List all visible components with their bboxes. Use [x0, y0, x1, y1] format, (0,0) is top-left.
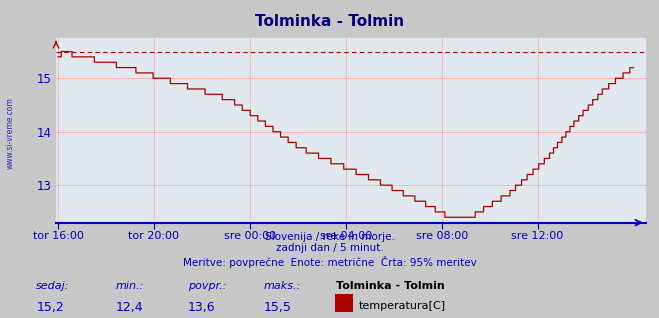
Text: 12,4: 12,4: [115, 301, 143, 314]
Text: maks.:: maks.:: [264, 281, 301, 291]
Text: zadnji dan / 5 minut.: zadnji dan / 5 minut.: [275, 243, 384, 253]
Text: 15,2: 15,2: [36, 301, 64, 314]
Text: Meritve: povprečne  Enote: metrične  Črta: 95% meritev: Meritve: povprečne Enote: metrične Črta:…: [183, 256, 476, 268]
Text: Tolminka - Tolmin: Tolminka - Tolmin: [336, 281, 445, 291]
Text: temperatura[C]: temperatura[C]: [359, 301, 446, 310]
Text: sedaj:: sedaj:: [36, 281, 70, 291]
Text: min.:: min.:: [115, 281, 144, 291]
Text: Slovenija / reke in morje.: Slovenija / reke in morje.: [264, 232, 395, 241]
Text: www.si-vreme.com: www.si-vreme.com: [5, 98, 14, 169]
Text: 15,5: 15,5: [264, 301, 291, 314]
Text: povpr.:: povpr.:: [188, 281, 226, 291]
Text: Tolminka - Tolmin: Tolminka - Tolmin: [255, 14, 404, 29]
Text: 13,6: 13,6: [188, 301, 215, 314]
